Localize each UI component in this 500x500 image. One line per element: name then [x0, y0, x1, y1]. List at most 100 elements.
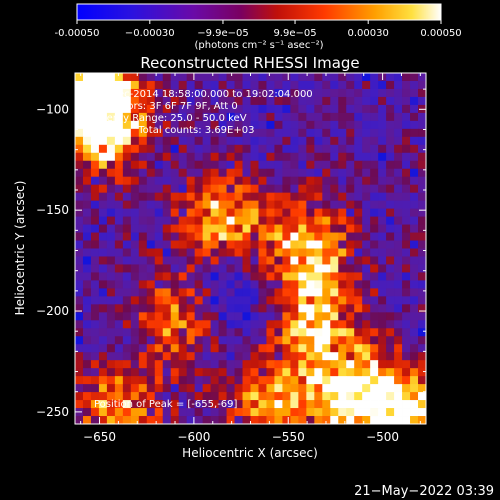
heatmap-cell [138, 128, 148, 138]
heatmap-cell [122, 104, 132, 114]
heatmap-cell [122, 96, 132, 106]
heatmap-cell [378, 400, 387, 409]
heatmap-cell [330, 152, 339, 162]
heatmap-cell [226, 144, 235, 154]
heatmap-cell [410, 376, 419, 385]
heatmap-cell [98, 320, 108, 329]
heatmap-cell [322, 192, 331, 202]
heatmap-cell [346, 248, 355, 257]
heatmap-cell [338, 360, 347, 369]
heatmap-cell [138, 272, 148, 281]
heatmap-cell [298, 80, 307, 90]
heatmap-cell [282, 400, 291, 409]
annotations: 19-Dec-2014 18:58:00.000 to 19:02:04.000… [94, 89, 313, 410]
heatmap-cell [266, 216, 275, 225]
heatmap-cell [410, 360, 419, 369]
heatmap-cell [114, 384, 124, 393]
heatmap-cell [210, 232, 219, 241]
heatmap-cell [410, 264, 419, 273]
heatmap-cell [138, 112, 148, 122]
heatmap-cell [130, 336, 140, 345]
heatmap-cell [322, 416, 331, 425]
heatmap-cell [346, 136, 355, 146]
heatmap-cell [306, 184, 315, 194]
heatmap-cell [378, 256, 387, 265]
heatmap-cell [346, 104, 355, 114]
heatmap-cell [306, 136, 315, 146]
heatmap-cell [122, 240, 132, 249]
heatmap-cell [418, 344, 427, 353]
heatmap-cell [330, 88, 339, 98]
heatmap-cell [178, 240, 188, 249]
heatmap-cell [218, 360, 227, 369]
heatmap-cell [274, 128, 283, 138]
heatmap-cell [306, 128, 315, 138]
heatmap-cell [146, 352, 156, 361]
heatmap-cell [418, 256, 427, 265]
heatmap-cell [290, 360, 299, 369]
heatmap-cell [346, 384, 355, 393]
heatmap-cell [162, 112, 172, 122]
heatmap-cell [370, 136, 379, 146]
heatmap-cell [346, 144, 355, 154]
heatmap-cell [234, 288, 243, 297]
heatmap-cell [386, 368, 395, 377]
heatmap-cell [274, 168, 283, 178]
heatmap-cell [298, 336, 307, 345]
heatmap-cell [298, 344, 307, 353]
heatmap-cell [274, 264, 283, 273]
heatmap-cell [178, 272, 188, 281]
heatmap-cell [290, 176, 299, 186]
heatmap-cell [146, 272, 156, 281]
heatmap-cell [274, 184, 283, 194]
heatmap-cell [106, 128, 116, 138]
heatmap-cell [170, 232, 180, 241]
heatmap-cell [218, 160, 227, 170]
heatmap-cell [242, 280, 251, 289]
heatmap-cell [122, 136, 132, 146]
heatmap-cell [282, 296, 291, 305]
heatmap-cell [402, 312, 411, 321]
heatmap-cell [370, 224, 379, 233]
heatmap-cell [154, 240, 164, 249]
heatmap-cell [138, 216, 148, 225]
heatmap-cell [234, 272, 243, 281]
heatmap-cell [354, 264, 363, 273]
heatmap-cell [242, 104, 251, 114]
heatmap-cell [394, 152, 403, 162]
heatmap-cell [186, 73, 196, 82]
heatmap-cell [386, 248, 395, 257]
heatmap-cell [130, 200, 140, 210]
heatmap-cell [210, 152, 219, 162]
heatmap-cell [330, 176, 339, 186]
heatmap-cell [242, 240, 251, 249]
heatmap-cell [410, 416, 419, 425]
heatmap-cell [306, 416, 315, 425]
heatmap-cell [314, 352, 323, 361]
heatmap-cell [362, 240, 371, 249]
heatmap-cell [210, 192, 219, 202]
heatmap-cell [282, 73, 291, 82]
heatmap-cell [162, 336, 172, 345]
heatmap-cell [418, 152, 427, 162]
heatmap-cell [410, 80, 419, 90]
y-tick-label: −200 [36, 304, 69, 318]
heatmap-cell [75, 272, 84, 281]
heatmap-cell [186, 160, 196, 170]
heatmap-cell [402, 248, 411, 257]
heatmap-cell [290, 352, 299, 361]
heatmap-cell [362, 88, 371, 98]
heatmap-cell [202, 96, 212, 106]
heatmap-cell [210, 400, 219, 409]
heatmap-cell [418, 136, 427, 146]
heatmap-cell [282, 232, 291, 241]
heatmap-cell [130, 280, 140, 289]
heatmap-cell [250, 73, 259, 82]
heatmap-cell [354, 120, 363, 130]
heatmap-cell [266, 264, 275, 273]
heatmap-cell [75, 200, 84, 210]
heatmap-cell [322, 264, 331, 273]
heatmap-cell [402, 88, 411, 98]
heatmap-cell [162, 296, 172, 305]
heatmap-cell [378, 168, 387, 178]
